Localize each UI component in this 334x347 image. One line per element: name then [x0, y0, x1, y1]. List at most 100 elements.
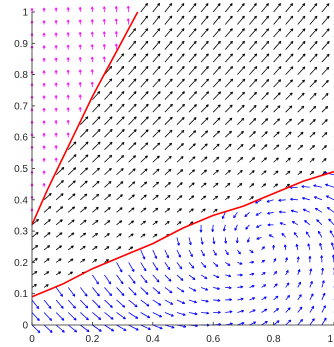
vector-arrow — [285, 15, 294, 25]
vector-arrow — [212, 104, 221, 113]
vector-arrow — [237, 53, 246, 63]
vector-arrow — [104, 324, 115, 332]
vector-arrow — [200, 169, 207, 176]
vector-arrow — [140, 3, 148, 13]
vector-arrow — [128, 194, 135, 201]
vector-arrow — [224, 104, 233, 113]
vector-arrow — [55, 312, 65, 321]
y-tick-label: 1 — [22, 8, 28, 19]
vector-arrow — [297, 318, 303, 326]
vector-arrow — [92, 128, 101, 138]
vector-arrow — [92, 274, 99, 285]
vector-arrow — [42, 7, 46, 13]
vector-arrow — [285, 53, 294, 63]
vector-arrow — [261, 284, 267, 288]
vector-arrow — [140, 78, 149, 88]
vector-arrow — [234, 224, 238, 231]
vector-arrow — [237, 261, 243, 265]
vector-arrow — [152, 53, 161, 63]
vector-arrow — [249, 321, 257, 326]
vector-arrow — [31, 324, 41, 334]
vector-arrow — [273, 105, 281, 113]
vector-arrow — [200, 78, 209, 88]
lower-region-arrows — [31, 171, 334, 334]
vector-arrow — [116, 181, 124, 188]
vector-arrow — [273, 283, 278, 288]
vector-arrow — [278, 198, 286, 202]
vector-arrow — [66, 132, 70, 138]
y-tick-label: 0.2 — [14, 258, 28, 269]
vector-arrow — [285, 282, 290, 288]
vector-arrow — [200, 3, 209, 13]
vector-arrow — [200, 53, 209, 63]
vector-arrow — [267, 223, 274, 227]
vector-arrow — [54, 120, 58, 125]
vector-arrow — [140, 116, 149, 125]
vector-arrow — [321, 119, 328, 125]
y-tick-label: 0.4 — [14, 195, 28, 206]
vector-arrow — [201, 299, 209, 303]
vector-arrow — [92, 324, 102, 332]
vector-arrow — [55, 324, 65, 333]
vector-arrow — [116, 168, 124, 176]
vector-arrow — [92, 258, 98, 263]
vector-arrow — [140, 220, 146, 226]
vector-arrow — [54, 19, 58, 25]
vector-arrow — [176, 274, 184, 281]
vector-arrow — [309, 318, 315, 326]
vector-arrow — [67, 245, 74, 251]
vector-arrow — [200, 130, 209, 138]
vector-arrow — [140, 274, 148, 284]
vector-arrow — [92, 287, 100, 297]
vector-arrow — [261, 15, 269, 25]
vector-arrow — [116, 312, 126, 320]
vector-arrow — [297, 3, 306, 13]
vector-arrow — [309, 28, 318, 38]
vector-arrow — [152, 103, 161, 113]
vector-arrow — [80, 180, 88, 188]
vector-arrow — [237, 28, 245, 38]
vector-arrow — [164, 3, 173, 13]
vector-arrow — [245, 224, 250, 230]
vector-arrow — [249, 309, 256, 313]
vector-arrow — [54, 45, 58, 50]
vector-arrow — [261, 79, 270, 88]
vector-arrow — [164, 28, 173, 38]
vector-arrow — [200, 28, 209, 38]
vector-arrow — [43, 258, 50, 263]
vector-arrow — [102, 56, 106, 63]
vector-arrow — [54, 132, 58, 138]
vector-arrow — [213, 298, 221, 302]
vector-arrow — [66, 7, 70, 13]
vector-arrow — [55, 271, 62, 276]
vector-arrow — [176, 262, 183, 270]
vector-arrow — [116, 324, 127, 331]
vector-arrow — [92, 91, 101, 100]
vector-arrow — [212, 3, 221, 13]
vector-arrow — [54, 157, 58, 163]
vector-arrow — [261, 118, 269, 125]
vector-arrow — [261, 3, 269, 13]
vector-arrow — [90, 19, 94, 25]
vector-arrow — [256, 236, 262, 240]
vector-arrow — [78, 107, 82, 113]
vector-arrow — [140, 53, 149, 63]
vector-arrow — [164, 15, 173, 25]
vector-arrow — [104, 299, 113, 308]
vector-arrow — [164, 91, 173, 100]
vector-arrow — [200, 262, 207, 268]
vector-arrow — [66, 19, 70, 25]
vector-arrow — [140, 65, 149, 75]
vector-arrow — [176, 208, 182, 213]
vector-arrow — [43, 219, 51, 226]
vector-arrow — [116, 246, 122, 251]
vector-arrow — [309, 144, 315, 151]
vector-arrow — [66, 32, 70, 38]
vector-arrow — [176, 169, 184, 176]
vector-arrow — [297, 157, 303, 163]
vector-arrow — [80, 299, 89, 309]
vector-arrow — [200, 40, 209, 50]
vector-arrow — [291, 221, 298, 226]
vector-arrow — [55, 193, 64, 201]
vector-arrow — [267, 211, 274, 215]
